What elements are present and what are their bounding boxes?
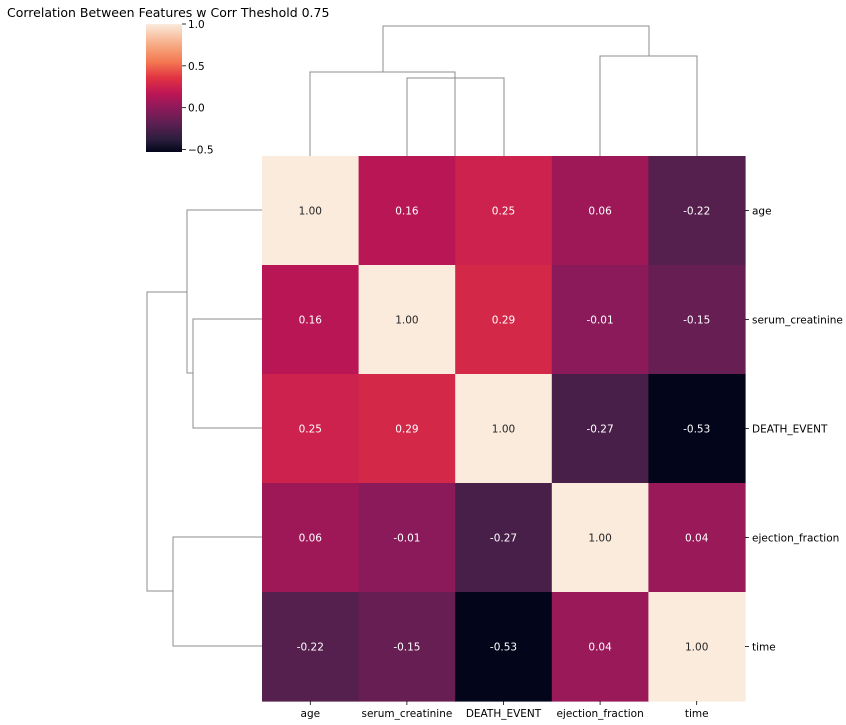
y-tick-labels: age serum_creatinine DEATH_EVENT ejection_f…	[745, 206, 843, 654]
x-tick-label: ejection_fraction	[556, 708, 643, 720]
heatmap-cell	[551, 374, 649, 484]
heatmap-cell	[455, 265, 553, 375]
heatmap-cell	[358, 592, 456, 702]
heatmap-cell	[262, 483, 360, 593]
heatmap-cell	[358, 156, 456, 266]
dendrogram-branch	[192, 318, 262, 429]
cell-value-label: 0.06	[299, 533, 323, 545]
colorbar-tick-label: 0.0	[188, 103, 205, 115]
heatmap-cell	[358, 265, 456, 375]
dendrogram-branch	[146, 291, 187, 592]
dendrogram-branch	[309, 71, 456, 156]
dendrogram-branch	[599, 55, 698, 156]
heatmap-cell	[551, 156, 649, 266]
cell-value-label: 0.04	[588, 642, 612, 654]
heatmap-cell	[455, 374, 553, 484]
column-dendrogram	[309, 25, 698, 156]
cell-value-label: 0.25	[299, 424, 322, 436]
cell-value-label: -0.27	[490, 533, 517, 545]
heatmap-cell	[648, 265, 746, 375]
cell-value-label: 1.00	[588, 533, 611, 545]
dendrogram-branch	[406, 77, 505, 156]
heatmap-cell	[262, 156, 360, 266]
cell-value-label: 1.00	[395, 315, 418, 327]
y-tick-label: DEATH_EVENT	[752, 424, 828, 436]
cell-value-label: 1.00	[299, 206, 322, 218]
cell-value-label: -0.27	[587, 424, 614, 436]
y-tick-label: age	[752, 206, 772, 218]
cell-value-label: 0.25	[492, 206, 515, 218]
row-dendrogram	[146, 209, 262, 647]
colorbar-tick-label: 1.0	[188, 19, 205, 31]
y-tick-label: ejection_fraction	[752, 533, 839, 545]
heatmap-cell	[455, 483, 553, 593]
heatmap-cell	[262, 265, 360, 375]
cell-value-label: 0.29	[395, 424, 418, 436]
cell-value-label: -0.15	[393, 642, 420, 654]
cell-value-label: -0.22	[297, 642, 324, 654]
x-tick-labels: age serum_creatinine DEATH_EVENT ejection_f…	[301, 701, 709, 720]
colorbar-tick-label: 0.5	[188, 61, 205, 73]
cell-value-label: 0.16	[395, 206, 419, 218]
heatmap-cell	[455, 156, 553, 266]
x-tick-label: age	[301, 708, 321, 720]
dendrogram-branch	[382, 25, 650, 72]
dendrogram-branch	[186, 209, 262, 374]
heatmap-cell	[358, 374, 456, 484]
cell-value-label: 0.06	[588, 206, 612, 218]
x-tick-label: DEATH_EVENT	[466, 708, 542, 720]
heatmap-cell	[648, 483, 746, 593]
cell-value-label: 0.29	[492, 315, 515, 327]
heatmap-cell	[648, 156, 746, 266]
heatmap-cell	[262, 592, 360, 702]
heatmap-cell	[358, 483, 456, 593]
heatmap-cell	[551, 592, 649, 702]
cell-value-label: -0.22	[683, 206, 710, 218]
colorbar-tick-label: −0.5	[188, 144, 214, 156]
chart-title: Correlation Between Features w Corr Thes…	[7, 5, 329, 20]
heatmap-cell	[455, 592, 553, 702]
cell-value-label: 1.00	[685, 642, 708, 654]
x-tick-label: time	[685, 708, 709, 720]
heatmap-cell	[648, 374, 746, 484]
x-tick-label: serum_creatinine	[361, 708, 452, 720]
heatmap-cell	[551, 265, 649, 375]
cell-value-label: -0.15	[683, 315, 710, 327]
cell-value-label: 0.16	[299, 315, 323, 327]
cell-value-label: -0.01	[587, 315, 614, 327]
cell-value-label: 0.04	[685, 533, 709, 545]
dendrogram-branch	[172, 536, 262, 647]
cell-value-label: -0.01	[393, 533, 420, 545]
heatmap-cells: 1.00 0.16 0.25 0.06 -0.22 0.16 1.00 0.29 -0.01 -0…	[262, 156, 746, 702]
y-tick-label: serum_creatinine	[752, 315, 843, 327]
y-tick-label: time	[752, 642, 776, 654]
cell-value-label: -0.53	[683, 424, 710, 436]
colorbar-gradient	[146, 24, 182, 152]
cell-value-label: -0.53	[490, 642, 517, 654]
colorbar: 1.0 0.5 0.0 −0.5	[146, 19, 214, 156]
heatmap-cell	[551, 483, 649, 593]
cell-value-label: 1.00	[492, 424, 515, 436]
heatmap-cell	[262, 374, 360, 484]
heatmap-cell	[648, 592, 746, 702]
